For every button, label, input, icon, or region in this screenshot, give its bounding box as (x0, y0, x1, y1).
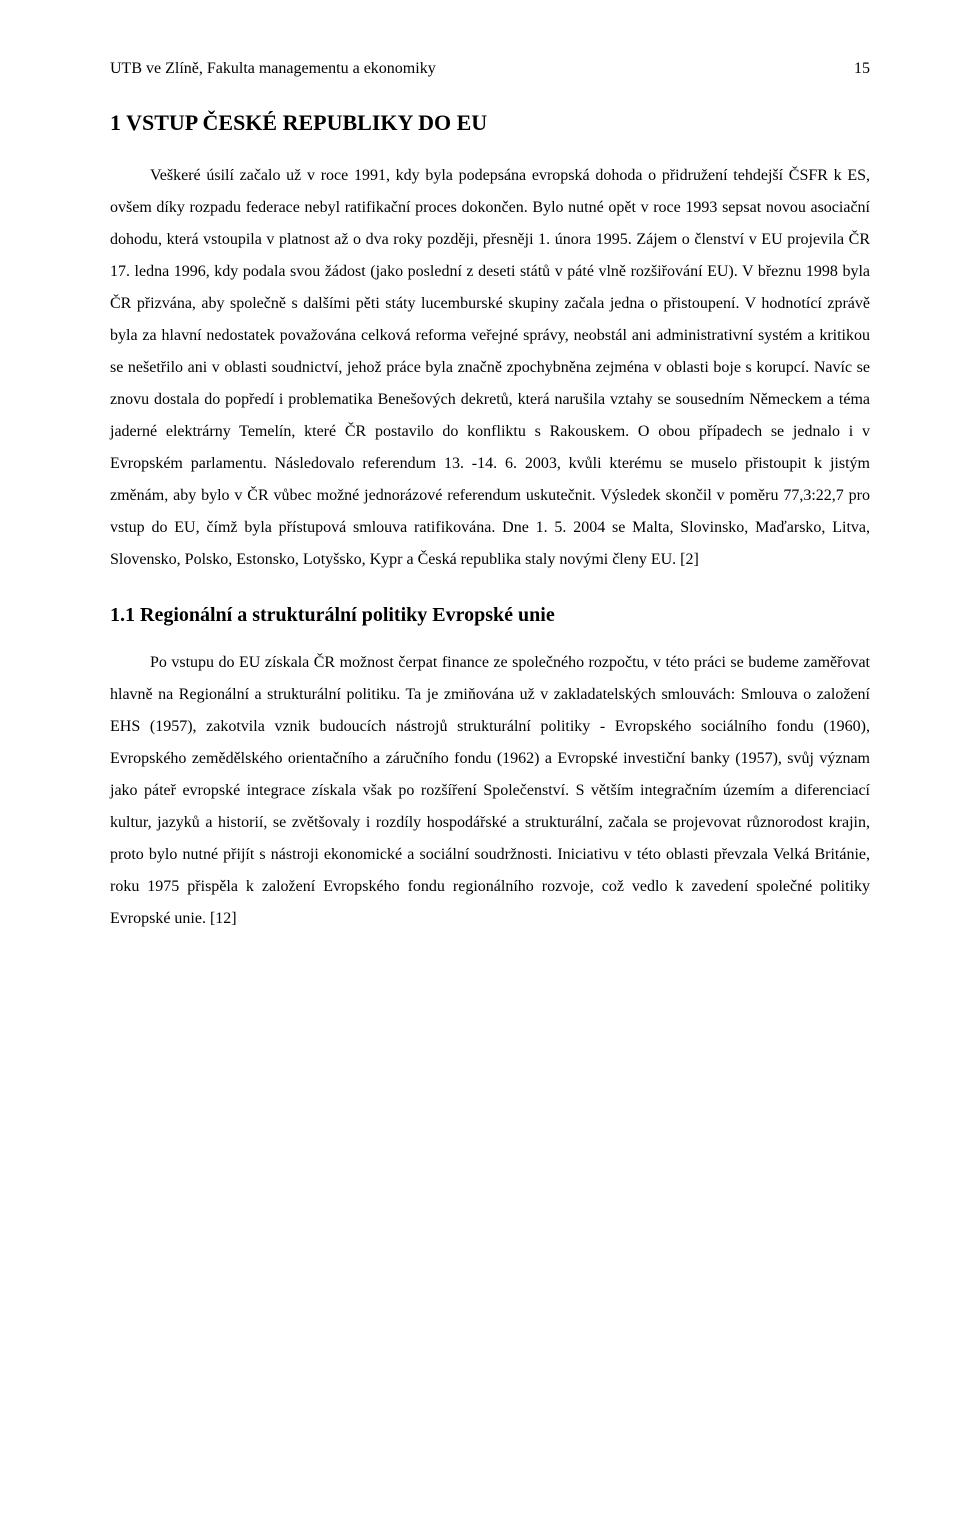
section-title: 1.1 Regionální a strukturální politiky E… (110, 604, 870, 627)
paragraph-chapter-intro: Veškeré úsilí začalo už v roce 1991, kdy… (110, 160, 870, 576)
paragraph-section-1: Po vstupu do EU získala ČR možnost čerpa… (110, 647, 870, 935)
chapter-title: 1 VSTUP ČESKÉ REPUBLIKY DO EU (110, 110, 870, 136)
page-number: 15 (854, 60, 870, 78)
institution-name: UTB ve Zlíně, Fakulta managementu a ekon… (110, 60, 436, 78)
page-header: UTB ve Zlíně, Fakulta managementu a ekon… (110, 60, 870, 78)
